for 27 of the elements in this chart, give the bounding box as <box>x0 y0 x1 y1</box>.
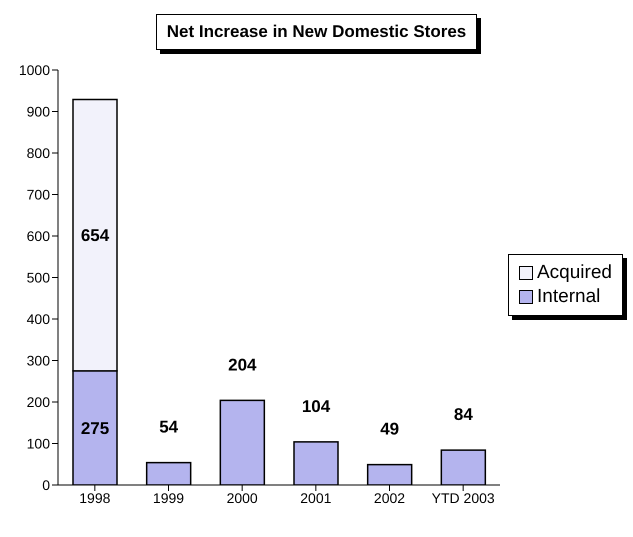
y-tick-label: 0 <box>42 476 50 493</box>
data-label: 84 <box>454 405 474 424</box>
y-tick-label: 600 <box>26 228 50 244</box>
data-label: 654 <box>80 226 110 246</box>
x-tick-label: 2001 <box>300 490 332 506</box>
y-tick-label: 700 <box>26 186 50 202</box>
chart-title: Net Increase in New Domestic Stores <box>156 14 478 50</box>
data-label: 275 <box>80 418 110 438</box>
legend-label: Internal <box>537 285 600 309</box>
y-tick-label: 900 <box>26 103 50 120</box>
legend-label: Acquired <box>537 261 612 285</box>
x-tick-label: 2002 <box>374 490 406 506</box>
y-tick-label: 1000 <box>18 62 50 78</box>
x-tick-label: 1998 <box>79 490 111 506</box>
x-tick-label: 2000 <box>226 490 258 506</box>
data-label: 204 <box>228 355 258 374</box>
y-tick-label: 500 <box>26 269 50 286</box>
data-label: 104 <box>302 396 331 416</box>
x-tick-label: YTD 2003 <box>432 490 495 506</box>
data-label: 49 <box>380 420 400 439</box>
data-label: 54 <box>159 418 179 437</box>
y-tick-label: 400 <box>26 310 50 327</box>
y-tick-label: 200 <box>26 394 50 410</box>
y-tick-label: 800 <box>26 144 50 161</box>
y-tick-label: 100 <box>26 435 50 452</box>
x-tick-label: 1999 <box>152 490 184 506</box>
y-tick-label: 300 <box>26 352 50 368</box>
